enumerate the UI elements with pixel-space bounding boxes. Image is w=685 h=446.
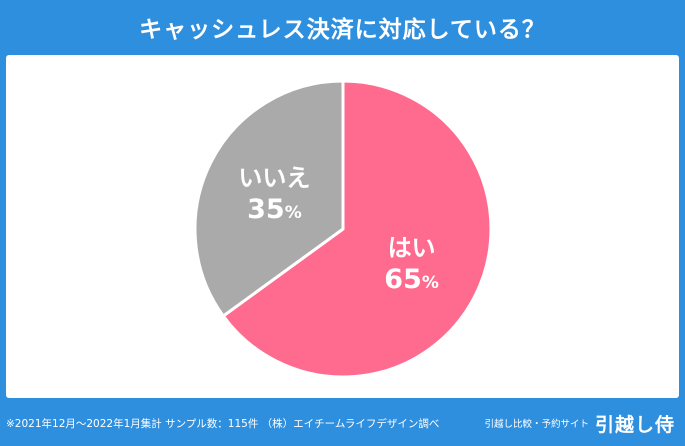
slice-label-1: いいえ — [238, 164, 310, 192]
chart-title: キャッシュレス決済に対応している？ — [139, 17, 546, 43]
pie-slice-0 — [221, 79, 493, 379]
slice-label-0: はい — [388, 234, 436, 262]
slice-value-1: 35% — [247, 194, 302, 225]
survey-note: ※2021年12月～2022年1月集計 サンプル数：115件 （株）エイチームラ… — [6, 418, 440, 430]
brand-tagline: 引越し比較・予約サイト — [484, 419, 589, 430]
chart-panel: はい 65% いいえ 35% — [6, 55, 679, 398]
brand-logo: 引越し侍 — [594, 413, 675, 436]
slice-value-0: 65% — [384, 264, 439, 295]
pie-slice-1 — [193, 79, 345, 318]
brand: 引越し比較・予約サイト 引越し侍 — [484, 408, 675, 438]
chart-title-bar: キャッシュレス決済に対応している？ — [0, 0, 685, 54]
